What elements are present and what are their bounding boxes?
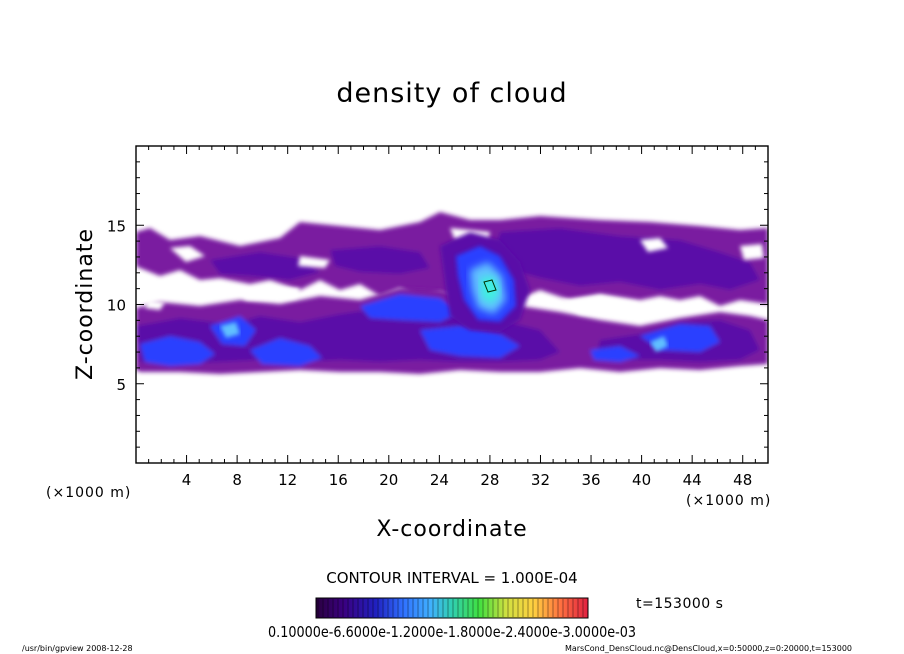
x-tick-label: 28: [480, 471, 499, 489]
x-tick-label: 20: [379, 471, 398, 489]
y-tick-label: 10: [107, 297, 126, 315]
chart-title: density of cloud: [336, 78, 567, 109]
colorbar: [315, 597, 589, 619]
x-tick-label: 16: [329, 471, 348, 489]
cloud-layer-lower: [136, 288, 768, 374]
time-label: t=153000 s: [636, 596, 723, 612]
x-axis-ticks: 4 8 12 16 20 24 28 32 36 40 44 48: [148, 146, 756, 489]
footer-right: MarsCond_DensCloud.nc@DensCloud,x=0:5000…: [565, 644, 852, 653]
x-tick-label: 48: [733, 471, 752, 489]
y-axis-label: Z-coordinate: [73, 228, 98, 380]
colorbar-stripes: [317, 599, 584, 617]
x-tick-label: 8: [232, 471, 242, 489]
y-tick-label: 15: [107, 217, 126, 235]
y-tick-label: 5: [116, 376, 126, 394]
x-axis-label: X-coordinate: [376, 517, 527, 542]
footer-left: /usr/bin/gpview 2008-12-28: [22, 644, 133, 653]
x-tick-label: 36: [581, 471, 600, 489]
x-tick-label: 32: [531, 471, 550, 489]
x-tick-label: 12: [278, 471, 297, 489]
colorbar-labels: 0.10000e-6.6000e-1.2000e-1.8000e-2.4000e…: [268, 623, 636, 641]
cloud-density-field: [136, 212, 768, 374]
x-unit-right: (×1000 m): [686, 493, 771, 509]
cloud-core: [220, 232, 668, 352]
x-tick-label: 44: [683, 471, 702, 489]
y-axis-ticks: 5 10 15: [107, 161, 768, 448]
x-tick-label: 40: [632, 471, 651, 489]
x-tick-label: 4: [182, 471, 192, 489]
contour-interval: CONTOUR INTERVAL = 1.000E-04: [326, 569, 577, 587]
cloud-gaps-lower: [145, 288, 640, 316]
x-tick-label: 24: [430, 471, 449, 489]
x-unit-left: (×1000 m): [46, 485, 131, 501]
